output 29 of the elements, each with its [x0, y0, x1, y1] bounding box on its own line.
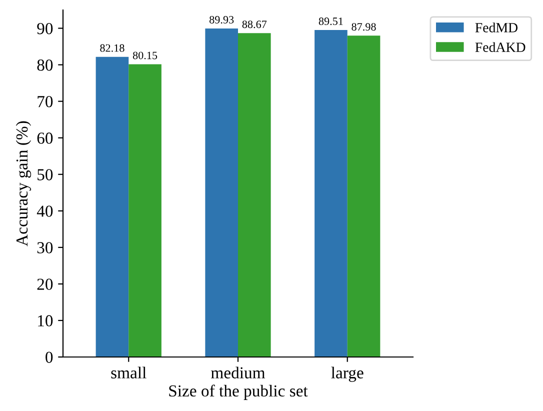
data-label: 82.18 [100, 44, 124, 52]
data-label: 88.67 [242, 20, 267, 28]
y-tick-label: 50 [38, 169, 53, 180]
x-tick-label: large [331, 366, 364, 382]
y-tick-label: 40 [36, 206, 53, 217]
bar [205, 28, 238, 357]
x-tick-label: medium [211, 366, 266, 378]
legend-label: FedAKD [475, 42, 526, 52]
y-tick-label: 30 [37, 242, 53, 254]
bar [128, 64, 162, 357]
y-tick-label: 10 [38, 315, 53, 326]
y-axis-title: Accuracy gain (%) [16, 121, 32, 246]
x-tick-label: small [111, 366, 146, 378]
data-label: 89.51 [318, 18, 343, 26]
data-label: 80.15 [132, 52, 158, 60]
legend-label: FedMD [475, 22, 518, 32]
y-tick-label: 20 [37, 278, 53, 290]
bar [347, 36, 380, 357]
bar [238, 33, 271, 357]
bar [314, 30, 348, 357]
x-axis-title: Size of the public set [169, 384, 308, 400]
y-tick-label: 80 [37, 59, 53, 71]
y-tick-label: 70 [38, 96, 53, 108]
y-tick-label: 60 [37, 132, 53, 144]
bar [96, 56, 129, 357]
data-label: 89.93 [210, 16, 234, 24]
data-label: 87.98 [352, 23, 376, 31]
y-tick-label: 90 [37, 22, 53, 34]
y-tick-label: 0 [46, 352, 53, 363]
